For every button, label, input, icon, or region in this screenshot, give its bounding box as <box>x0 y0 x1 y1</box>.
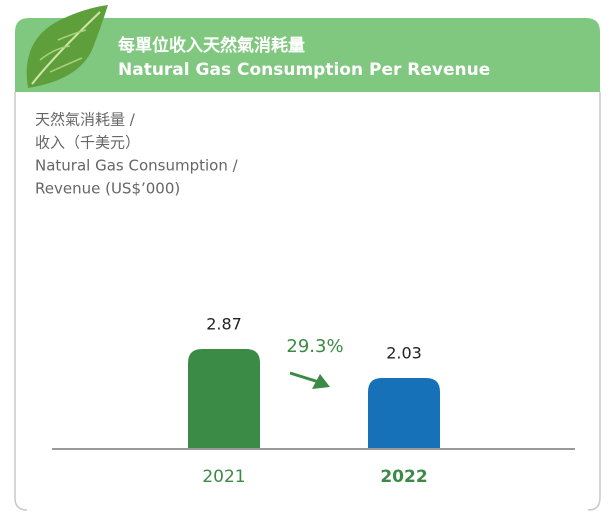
y-label: 天然氣消耗量 / 收入（千美元） Natural Gas Consumption /… <box>35 111 239 198</box>
annotation: 29.3% <box>286 336 343 357</box>
bar <box>188 349 260 448</box>
y-label-line: Revenue (US$’000) <box>35 180 180 198</box>
page: 每單位收入天然氣消耗量 Natural Gas Consumption Per … <box>0 0 610 514</box>
y-label-line: Natural Gas Consumption / <box>35 157 239 175</box>
x-tick-label: 2022 <box>380 467 427 487</box>
value-label: 2.03 <box>386 343 422 362</box>
chart: 每單位收入天然氣消耗量 Natural Gas Consumption Per … <box>0 0 610 514</box>
y-label-line: 收入（千美元） <box>35 134 140 152</box>
header-bar <box>15 18 600 92</box>
value-label: 2.87 <box>206 315 242 334</box>
bar <box>368 378 440 448</box>
card-border <box>15 92 600 510</box>
title-zh: 每單位收入天然氣消耗量 <box>118 35 305 56</box>
x-tick-label: 2021 <box>202 467 245 487</box>
title-en: Natural Gas Consumption Per Revenue <box>118 60 490 80</box>
y-label-line: 天然氣消耗量 / <box>35 111 136 129</box>
